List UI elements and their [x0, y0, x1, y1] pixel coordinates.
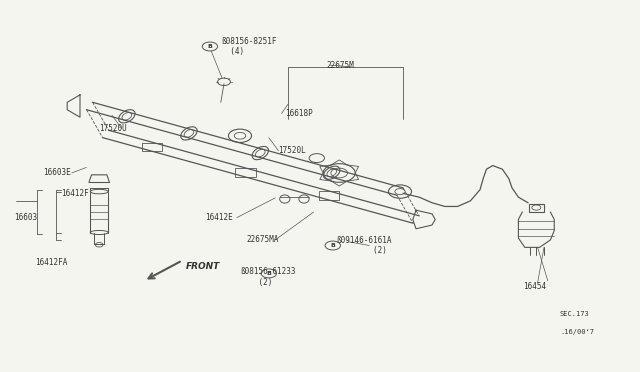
Bar	[142, 142, 163, 151]
Text: 16454: 16454	[524, 282, 547, 291]
Text: FRONT: FRONT	[186, 262, 220, 271]
Text: 16603E: 16603E	[44, 169, 71, 177]
Text: ß08156-8251F
  (4): ß08156-8251F (4)	[221, 37, 276, 56]
Text: 22675M: 22675M	[326, 61, 354, 70]
Text: 16618P: 16618P	[285, 109, 312, 118]
Text: ß09146-6161A
        (2): ß09146-6161A (2)	[336, 236, 392, 255]
Text: B: B	[330, 243, 335, 248]
Text: 22675MA: 22675MA	[246, 235, 279, 244]
Text: 16412F: 16412F	[61, 189, 88, 198]
Text: 16412FA: 16412FA	[35, 258, 68, 267]
Text: B: B	[207, 44, 212, 49]
Bar	[319, 192, 339, 200]
Text: .16/00‘7: .16/00‘7	[560, 329, 594, 335]
Text: 16603: 16603	[14, 213, 37, 222]
Text: 17520U: 17520U	[99, 124, 127, 133]
Text: B: B	[266, 271, 271, 276]
Text: ß08156-61233
    (2): ß08156-61233 (2)	[240, 267, 296, 287]
Bar	[235, 168, 255, 177]
Bar	[529, 204, 544, 212]
Text: SEC.173: SEC.173	[560, 311, 589, 317]
Text: 17520L: 17520L	[278, 146, 306, 155]
Text: 16412E: 16412E	[205, 213, 232, 222]
